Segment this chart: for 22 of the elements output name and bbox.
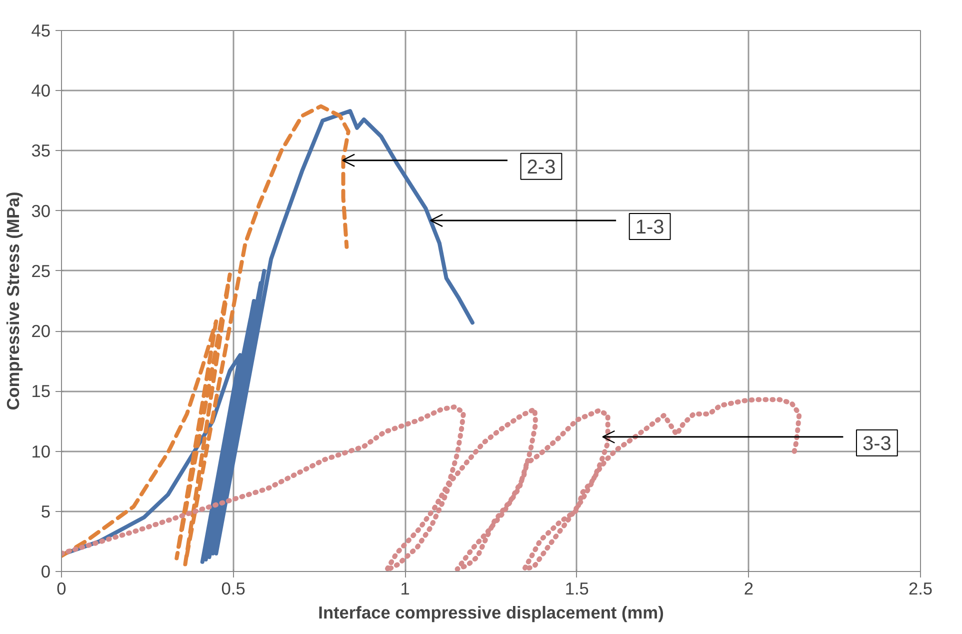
y-axis-title: Compressive Stress (MPa) <box>3 192 24 410</box>
annotation: 2-3 <box>526 156 556 178</box>
x-tick-label: 1 <box>400 578 410 598</box>
x-axis-title: Interface compressive displacement (mm) <box>318 602 664 622</box>
x-tick-label: 1.5 <box>564 578 589 598</box>
y-tick-label: 15 <box>31 381 51 402</box>
y-tick-label: 0 <box>40 562 51 582</box>
annotation: 1-3 <box>635 216 664 238</box>
y-tick-label: 35 <box>31 140 51 161</box>
x-tick-label: 2.5 <box>908 578 933 598</box>
y-tick-label: 10 <box>31 441 51 462</box>
y-tick-label: 30 <box>31 200 51 221</box>
y-tick-label: 20 <box>31 321 51 342</box>
y-tick-label: 40 <box>31 80 51 101</box>
annotation: 3-3 <box>862 432 892 455</box>
x-tick-label: 0.5 <box>221 578 246 598</box>
y-tick-label: 5 <box>40 501 51 522</box>
x-tick-label: 2 <box>744 578 754 598</box>
x-tick-label: 0 <box>56 578 66 598</box>
y-tick-label: 45 <box>31 20 51 40</box>
y-tick-label: 25 <box>31 260 51 281</box>
line-series <box>62 104 350 566</box>
